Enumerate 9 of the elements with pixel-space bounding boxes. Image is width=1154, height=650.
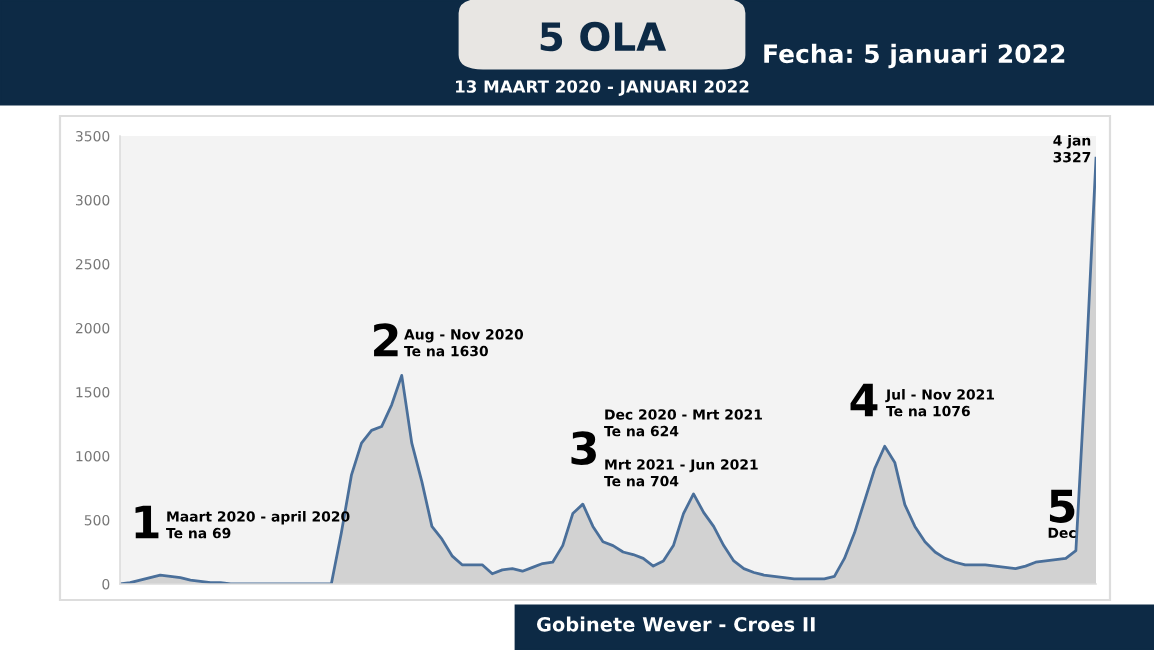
- annotation: 1: [135, 505, 159, 539]
- annotation: 3: [571, 431, 596, 465]
- chart-subtitle: 13 MAART 2020 - JANUARI 2022: [456, 80, 749, 96]
- annotation: 4: [850, 383, 878, 417]
- text: Gobinete Wever - Croes II: [536, 616, 815, 632]
- annotation: 2: [374, 323, 398, 357]
- chart-title: 5 OLA: [540, 21, 667, 52]
- text: Fecha: 5 januari 2022: [764, 43, 1065, 69]
- annotation: 5: [1049, 489, 1075, 523]
